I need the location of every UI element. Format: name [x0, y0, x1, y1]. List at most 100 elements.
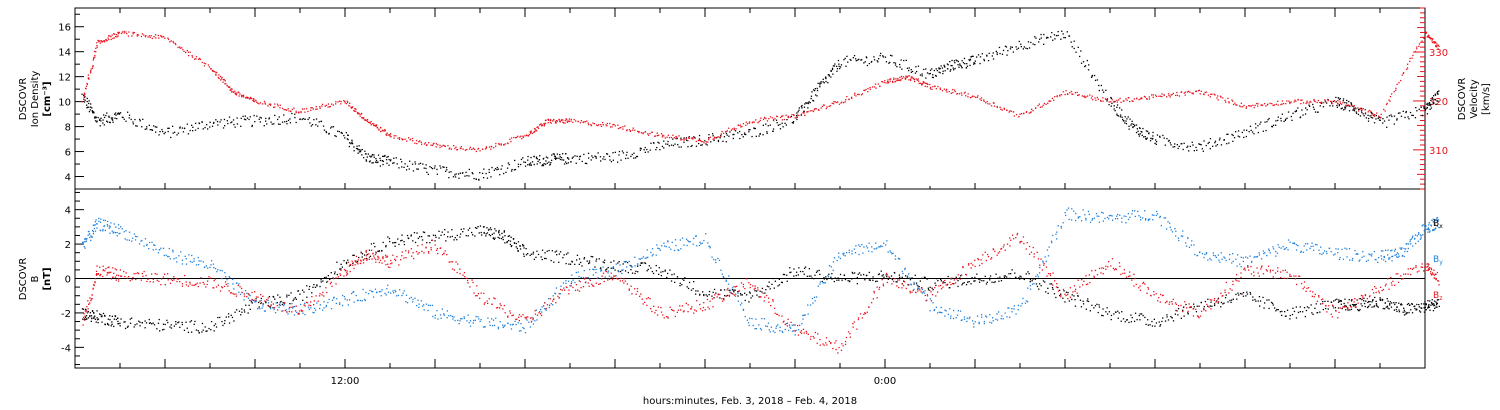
velocity-point [673, 137, 675, 139]
ion-density-point [1336, 104, 1338, 107]
by-point [1334, 253, 1336, 255]
bx-point [89, 312, 91, 314]
velocity-point [1227, 97, 1229, 100]
velocity-point [1281, 100, 1284, 102]
bx-point [269, 306, 271, 308]
ion-density-point [1195, 146, 1197, 149]
by-point [224, 272, 226, 274]
ion-density-point [836, 70, 838, 72]
velocity-point [1403, 72, 1405, 74]
bz-point [84, 319, 86, 321]
by-point [1272, 248, 1275, 250]
bx-point [1217, 297, 1220, 299]
ion-density-point [311, 124, 314, 126]
ion-density-point [1286, 117, 1288, 119]
velocity-point [1105, 98, 1107, 101]
by-point [484, 326, 486, 328]
ion-density-point [348, 142, 351, 144]
ion-density-point [1251, 131, 1254, 133]
velocity-point [482, 148, 484, 150]
velocity-point [350, 106, 352, 108]
bx-point [617, 270, 619, 272]
ion-density-point [452, 176, 455, 178]
by-point [1300, 250, 1302, 252]
by-point [273, 308, 275, 311]
by-point [1156, 210, 1158, 213]
velocity-point [1176, 91, 1178, 94]
ion-density-point [1233, 137, 1236, 139]
bx-point [993, 281, 995, 284]
velocity-point [844, 101, 846, 103]
ion-density-point [384, 155, 386, 157]
bx-point [1122, 318, 1125, 320]
by-point [535, 309, 537, 311]
ion-density-point [240, 125, 242, 127]
by-point [1108, 218, 1110, 220]
velocity-point [385, 133, 387, 135]
by-point [1438, 226, 1440, 229]
velocity-point [96, 46, 98, 48]
by-point [715, 261, 717, 264]
velocity-point [602, 124, 604, 126]
bx-point [1262, 296, 1264, 299]
velocity-point [1294, 99, 1296, 101]
bx-point [1433, 303, 1435, 305]
velocity-point [617, 124, 619, 126]
by-point [755, 328, 757, 330]
ion-density-point [554, 157, 556, 159]
bx-point [1166, 316, 1168, 318]
bx-point [345, 262, 348, 265]
ion-density-point [838, 65, 840, 67]
bx-point [1302, 311, 1304, 313]
ion-density-point [352, 143, 354, 145]
bx-point [568, 263, 570, 265]
velocity-point [921, 83, 924, 85]
velocity-point [1395, 87, 1397, 89]
velocity-point [477, 147, 480, 150]
by-point [1392, 255, 1394, 257]
by-point [861, 244, 863, 246]
bx-point [1050, 283, 1053, 285]
by-point [91, 236, 93, 238]
velocity-point [1265, 105, 1267, 107]
bx-point [290, 292, 292, 294]
by-point [1406, 250, 1409, 253]
ion-density-point [346, 138, 348, 140]
bx-point [876, 280, 878, 282]
velocity-point [1067, 93, 1069, 96]
bx-point [186, 327, 188, 329]
magnetic-ylabel-line3: [nT] [42, 267, 53, 290]
velocity-point [1288, 100, 1290, 102]
ion-density-point [1146, 130, 1149, 133]
by-point [257, 307, 259, 309]
velocity-point [1436, 45, 1438, 47]
by-point [1159, 215, 1161, 218]
velocity-point [867, 87, 869, 90]
bx-point [1147, 319, 1149, 321]
ion-density-point [1098, 89, 1100, 92]
velocity-point [456, 149, 458, 151]
by-point [571, 281, 573, 283]
velocity-point [1378, 115, 1380, 117]
bx-point [231, 316, 234, 319]
velocity-point [321, 105, 323, 107]
ion-density-point [457, 173, 460, 175]
bx-point [648, 265, 650, 267]
velocity-point [1015, 114, 1018, 116]
bx-point [1310, 304, 1312, 306]
velocity-point [519, 136, 521, 138]
bx-point [100, 314, 102, 316]
ion-density-point [958, 66, 960, 68]
bx-point [1145, 323, 1147, 325]
by-point [924, 290, 926, 292]
bx-point [658, 273, 660, 275]
ion-density-point [954, 67, 956, 70]
ion-density-point [1187, 145, 1189, 147]
ion-density-point [423, 167, 425, 169]
ion-density-point [1203, 140, 1205, 142]
velocity-point [1297, 99, 1299, 101]
by-point [670, 248, 672, 250]
by-point [746, 319, 749, 321]
bx-point [640, 262, 642, 264]
ion-density-point [1292, 112, 1294, 114]
